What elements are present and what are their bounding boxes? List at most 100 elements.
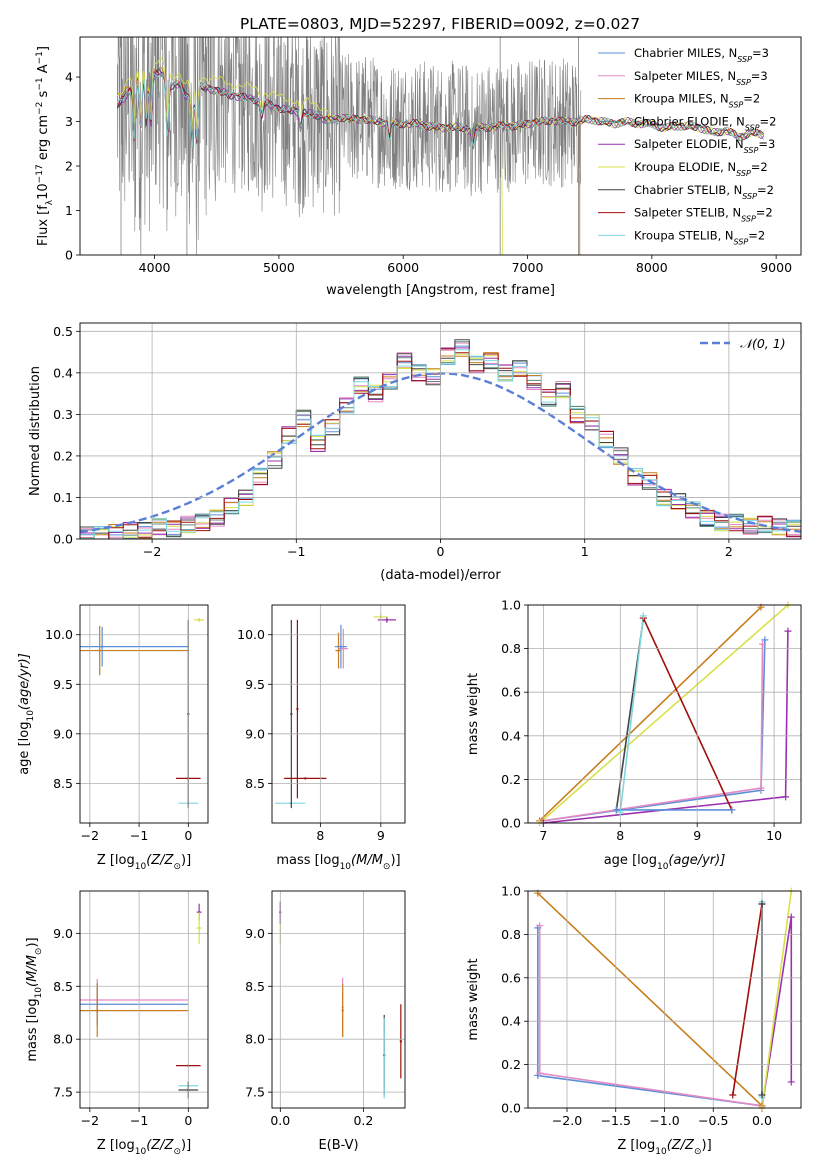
x-tick-label: −0.5 bbox=[698, 1113, 728, 1128]
label-part: (Z/Z bbox=[146, 1138, 174, 1153]
label-part: −17 bbox=[35, 164, 45, 183]
label-part: (age/yr)] bbox=[17, 653, 32, 710]
legend-text: =3 bbox=[751, 69, 768, 83]
legend-entry: Chabrier MILES, NSSP=3 bbox=[634, 46, 769, 64]
model-line-chabrier-stelib bbox=[117, 68, 764, 145]
axes-frame bbox=[527, 604, 802, 824]
label-part: λ bbox=[45, 199, 55, 205]
label-part: 10 bbox=[340, 862, 352, 872]
y-axis-label: mass weight bbox=[466, 673, 481, 755]
weight-line bbox=[537, 927, 763, 1107]
y-tick-label: 1 bbox=[65, 203, 73, 218]
x-tick-label: 0 bbox=[184, 1113, 192, 1128]
data-point bbox=[290, 712, 293, 716]
x-tick-label: −1 bbox=[287, 544, 305, 559]
x-tick-label: −2 bbox=[81, 1113, 99, 1128]
label-part: 10 bbox=[657, 862, 669, 872]
weight-marker bbox=[787, 1078, 795, 1086]
y-tick-label: 0.2 bbox=[501, 1057, 521, 1072]
data-point bbox=[96, 1009, 99, 1012]
legend-text: =2 bbox=[756, 206, 773, 220]
weight-marker bbox=[787, 913, 795, 921]
weight-line bbox=[761, 891, 793, 1108]
label-part: Z [log bbox=[97, 853, 135, 868]
x-axis-label: (data-model)/error bbox=[380, 568, 501, 583]
x-tick-label: −2.0 bbox=[552, 1113, 582, 1128]
y-tick-label: 7.5 bbox=[245, 1085, 265, 1100]
label-part: (M/M bbox=[351, 853, 383, 868]
legend-sub: SSP bbox=[742, 191, 757, 200]
x-tick-label: 0.2 bbox=[353, 1113, 373, 1128]
label-part: erg cm bbox=[36, 115, 51, 164]
model-line-salpeter-elodie bbox=[116, 72, 765, 148]
y-tick-label: 0.4 bbox=[501, 1014, 521, 1029]
x-tick-label: −1 bbox=[130, 1113, 148, 1128]
x-tick-label: 1 bbox=[581, 544, 589, 559]
y-tick-label: 7.5 bbox=[53, 1085, 73, 1100]
label-part: )] bbox=[390, 853, 400, 868]
weight-marker bbox=[728, 806, 736, 814]
label-part: ⊙ bbox=[383, 862, 391, 872]
label-part: A bbox=[36, 64, 51, 77]
legend-sub: SSP bbox=[734, 237, 749, 246]
legend-text: =2 bbox=[751, 160, 768, 174]
label-part: )] bbox=[25, 937, 40, 947]
weight-line bbox=[538, 606, 762, 822]
plot-area bbox=[538, 605, 789, 823]
label-part: Flux [f bbox=[36, 205, 51, 246]
y-axis-label: Flux [fλ10−17 erg cm−2 s−1 A−1] bbox=[35, 46, 55, 246]
weight-line bbox=[619, 615, 645, 813]
label-part: 10 bbox=[26, 710, 36, 722]
legend-text: Salpeter ELODIE, N bbox=[634, 137, 744, 151]
x-tick-label: 9 bbox=[377, 828, 385, 843]
legend-entry: Chabrier STELIB, NSSP=2 bbox=[634, 183, 774, 201]
legend-text: Chabrier ELODIE, N bbox=[634, 114, 745, 128]
label-part: 10 bbox=[36, 183, 51, 200]
y-tick-label: 1.0 bbox=[501, 598, 521, 613]
axes-frame bbox=[79, 890, 209, 1109]
label-part: mass [log bbox=[25, 998, 40, 1061]
label-part: )] bbox=[181, 853, 191, 868]
label-part: 10 bbox=[135, 862, 147, 872]
label-part: s bbox=[36, 90, 51, 101]
legend-text: =2 bbox=[748, 228, 765, 242]
data-point bbox=[385, 618, 389, 622]
x-tick-label: 8 bbox=[316, 828, 324, 843]
legend-sub: SSP bbox=[745, 123, 760, 132]
label-part: −1 bbox=[35, 77, 45, 90]
x-tick-label: 5000 bbox=[263, 260, 295, 275]
y-tick-label: 8.0 bbox=[245, 1032, 265, 1047]
label-part: (Z/Z bbox=[667, 1138, 695, 1153]
plot-area bbox=[80, 617, 205, 809]
legend-text: =2 bbox=[760, 114, 777, 128]
weight-line bbox=[642, 617, 733, 811]
legend-sub: SSP bbox=[736, 77, 751, 86]
legend-text: Salpeter MILES, N bbox=[634, 69, 736, 83]
figure-title: PLATE=0803, MJD=52297, FIBERID=0092, z=0… bbox=[240, 15, 640, 33]
legend-entry: Salpeter MILES, NSSP=3 bbox=[634, 69, 768, 87]
legend-sub: SSP bbox=[744, 146, 759, 155]
label-part: age [log bbox=[604, 853, 657, 868]
x-axis-label: E(B-V) bbox=[318, 1138, 358, 1153]
axes-frame bbox=[271, 890, 406, 1109]
legend-entry: Kroupa ELODIE, NSSP=2 bbox=[634, 160, 768, 178]
legend-entry: Chabrier ELODIE, NSSP=2 bbox=[634, 114, 776, 131]
data-point bbox=[100, 645, 104, 648]
y-tick-label: 2 bbox=[65, 159, 73, 174]
x-tick-label: 0.0 bbox=[752, 1113, 772, 1128]
y-tick-label: 0.4 bbox=[501, 728, 521, 743]
weight-marker bbox=[616, 808, 624, 816]
x-tick-label: −1.0 bbox=[649, 1113, 679, 1128]
axes-frame bbox=[79, 604, 209, 824]
y-tick-label: 0.6 bbox=[501, 685, 521, 700]
legend-text: =3 bbox=[758, 137, 775, 151]
legend-text: Kroupa STELIB, N bbox=[634, 228, 734, 242]
data-point bbox=[288, 801, 292, 805]
label-part: −1 bbox=[35, 51, 45, 64]
plot-area bbox=[275, 613, 396, 809]
label-part: Z [log bbox=[97, 1138, 135, 1153]
mass-vs-ebv-panel: 0.0 0.2 7.5 8.0 8.5 9.0 E(B-V) bbox=[245, 890, 406, 1153]
y-axis-label: age [log10(age/yr)] bbox=[17, 653, 36, 775]
